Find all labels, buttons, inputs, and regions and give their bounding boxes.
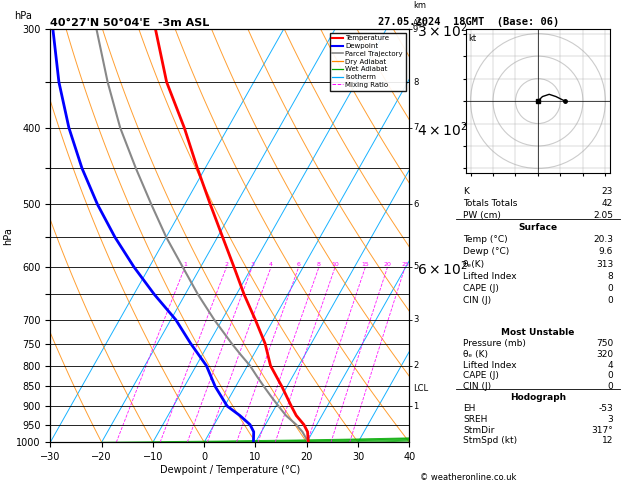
- Text: Temp (°C): Temp (°C): [463, 235, 508, 244]
- Text: CIN (J): CIN (J): [463, 382, 491, 391]
- Text: CIN (J): CIN (J): [463, 295, 491, 305]
- Text: 3: 3: [413, 315, 418, 324]
- Text: Dewp (°C): Dewp (°C): [463, 247, 509, 257]
- Text: K: K: [463, 187, 469, 196]
- Legend: Temperature, Dewpoint, Parcel Trajectory, Dry Adiabat, Wet Adiabat, Isotherm, Mi: Temperature, Dewpoint, Parcel Trajectory…: [330, 33, 406, 90]
- Text: 8: 8: [413, 78, 418, 87]
- Text: 8: 8: [607, 272, 613, 280]
- Text: 9.6: 9.6: [599, 247, 613, 257]
- Text: CAPE (J): CAPE (J): [463, 283, 499, 293]
- Text: 9: 9: [413, 25, 418, 34]
- X-axis label: Dewpoint / Temperature (°C): Dewpoint / Temperature (°C): [160, 465, 300, 475]
- Text: 0: 0: [607, 283, 613, 293]
- Text: 7: 7: [413, 123, 418, 132]
- Text: Most Unstable: Most Unstable: [501, 328, 575, 337]
- Text: 20.3: 20.3: [593, 235, 613, 244]
- Text: -53: -53: [598, 404, 613, 413]
- Text: 23: 23: [602, 187, 613, 196]
- Text: StmSpd (kt): StmSpd (kt): [463, 436, 517, 445]
- Text: 27.05.2024  18GMT  (Base: 06): 27.05.2024 18GMT (Base: 06): [378, 17, 559, 27]
- Text: Surface: Surface: [518, 224, 557, 232]
- Text: km: km: [413, 1, 426, 10]
- Text: 42: 42: [602, 199, 613, 208]
- Text: 40°27'N 50°04'E  -3m ASL: 40°27'N 50°04'E -3m ASL: [50, 18, 209, 28]
- Text: 25: 25: [401, 262, 409, 267]
- Text: 12: 12: [602, 436, 613, 445]
- Text: EH: EH: [463, 404, 476, 413]
- Text: 6: 6: [413, 200, 418, 209]
- Text: 750: 750: [596, 339, 613, 348]
- Text: 4: 4: [269, 262, 273, 267]
- Text: θₑ (K): θₑ (K): [463, 350, 488, 359]
- Text: Lifted Index: Lifted Index: [463, 272, 516, 280]
- Text: Totals Totals: Totals Totals: [463, 199, 517, 208]
- Text: 0: 0: [607, 295, 613, 305]
- Text: StmDir: StmDir: [463, 426, 494, 434]
- Text: LCL: LCL: [413, 384, 428, 393]
- Text: 2.05: 2.05: [593, 211, 613, 220]
- Text: SREH: SREH: [463, 415, 487, 424]
- Text: © weatheronline.co.uk: © weatheronline.co.uk: [420, 473, 517, 482]
- Text: 5: 5: [413, 262, 418, 272]
- Text: ASL: ASL: [413, 19, 427, 28]
- Text: 0: 0: [607, 382, 613, 391]
- Text: 20: 20: [384, 262, 391, 267]
- Text: 10: 10: [331, 262, 339, 267]
- Text: 1: 1: [413, 401, 418, 411]
- Text: PW (cm): PW (cm): [463, 211, 501, 220]
- Text: 8: 8: [317, 262, 321, 267]
- Text: 3: 3: [250, 262, 254, 267]
- Text: Hodograph: Hodograph: [510, 393, 566, 402]
- Text: 1: 1: [183, 262, 187, 267]
- Text: 320: 320: [596, 350, 613, 359]
- Text: hPa: hPa: [14, 11, 32, 21]
- Text: Lifted Index: Lifted Index: [463, 361, 516, 370]
- Text: 317°: 317°: [591, 426, 613, 434]
- Text: 6: 6: [297, 262, 301, 267]
- Text: 3: 3: [607, 415, 613, 424]
- Text: 15: 15: [362, 262, 369, 267]
- Text: 0: 0: [607, 371, 613, 381]
- Text: Pressure (mb): Pressure (mb): [463, 339, 526, 348]
- Text: 2: 2: [413, 361, 418, 370]
- Text: θₑ(K): θₑ(K): [463, 260, 485, 268]
- Text: 313: 313: [596, 260, 613, 268]
- Text: CAPE (J): CAPE (J): [463, 371, 499, 381]
- Text: kt: kt: [469, 34, 476, 43]
- Text: 2: 2: [225, 262, 228, 267]
- Text: 4: 4: [608, 361, 613, 370]
- Y-axis label: hPa: hPa: [3, 227, 13, 244]
